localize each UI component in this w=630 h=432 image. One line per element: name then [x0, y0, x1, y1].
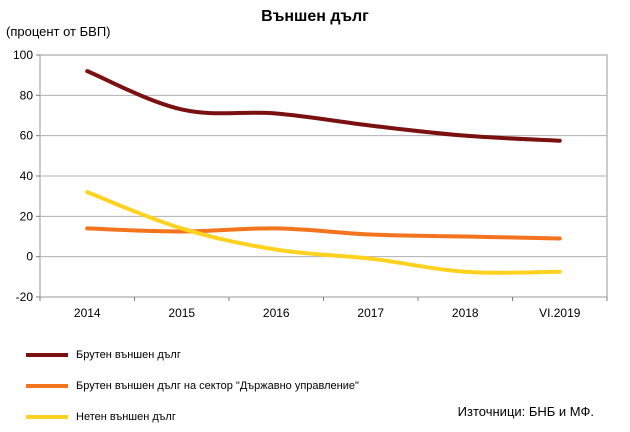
y-tick-label: 40: [20, 169, 34, 183]
y-tick-label: 20: [20, 209, 34, 223]
source-note: Източници: БНБ и МФ.: [457, 404, 594, 419]
series-line-government-debt: [85, 226, 562, 241]
x-tick-label: 2018: [452, 306, 479, 320]
x-tick-label: 2016: [263, 306, 290, 320]
legend-item-gross-debt: Брутен външен дълг: [26, 349, 181, 361]
legend-swatch-gross-debt: [26, 353, 68, 357]
x-tick-label: 2017: [357, 306, 384, 320]
y-tick-label: 60: [20, 129, 34, 143]
y-tick-label: -20: [16, 290, 34, 304]
legend-label-government-debt: Брутен външен дълг на сектор "Държавно у…: [76, 380, 359, 392]
legend-swatch-government-debt: [26, 384, 68, 388]
y-tick-label: 100: [13, 48, 33, 62]
y-tick-label: 0: [26, 250, 33, 264]
legend-item-government-debt: Брутен външен дълг на сектор "Държавно у…: [26, 380, 359, 392]
series-line-net-debt: [85, 190, 562, 275]
x-tick-label: 2015: [168, 306, 195, 320]
series-line-gross-debt: [85, 69, 562, 143]
x-tick-label: VI.2019: [539, 306, 581, 320]
legend-swatch-net-debt: [26, 415, 68, 419]
x-tick-label: 2014: [74, 306, 101, 320]
legend-label-net-debt: Нетен външен дълг: [76, 411, 176, 423]
chart-title: Външен дълг: [261, 8, 369, 25]
y-tick-label: 80: [20, 88, 34, 102]
legend-label-gross-debt: Брутен външен дълг: [76, 349, 181, 361]
y-axis-unit-label: (процент от БВП): [6, 24, 111, 39]
legend-item-net-debt: Нетен външен дълг: [26, 411, 176, 423]
